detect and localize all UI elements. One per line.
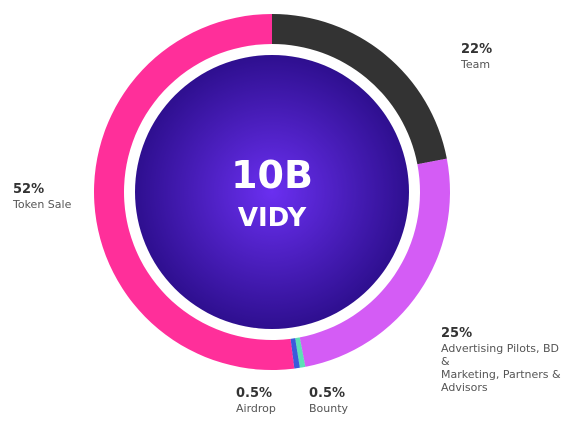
slice-airdrop <box>290 338 300 369</box>
donut-slices <box>94 14 450 370</box>
slice-value-label: 25% <box>441 326 473 341</box>
slice-name-label: Bounty <box>309 402 349 415</box>
slice-value-label: 52% <box>13 182 45 197</box>
center-token-name: VIDY <box>238 203 307 233</box>
slice-advertising-pilots <box>299 158 450 367</box>
slice-name-label: Airdrop <box>236 402 276 415</box>
slice-value-label: 0.5% <box>236 386 273 401</box>
slice-label-advertising: 25% Advertising Pilots, BD & Marketing, … <box>441 326 571 394</box>
slice-bounty <box>295 337 306 368</box>
slice-name-label: Advertising Pilots, BD & Marketing, Part… <box>441 342 561 394</box>
slice-label-airdrop: 0.5% Airdrop <box>236 386 276 415</box>
slice-token-sale <box>94 14 295 370</box>
center-disc <box>135 55 409 329</box>
slice-label-bounty: 0.5% Bounty <box>309 386 348 415</box>
slice-name-label: Team <box>461 58 491 71</box>
slice-name-label: Token Sale <box>13 198 72 211</box>
slice-label-token-sale: 52% Token Sale <box>13 182 71 211</box>
slice-value-label: 0.5% <box>309 386 346 401</box>
slice-label-team: 22% Team <box>461 42 492 71</box>
slice-value-label: 22% <box>461 42 493 57</box>
center-total-value: 10B <box>231 153 313 197</box>
slice-team <box>272 14 447 165</box>
